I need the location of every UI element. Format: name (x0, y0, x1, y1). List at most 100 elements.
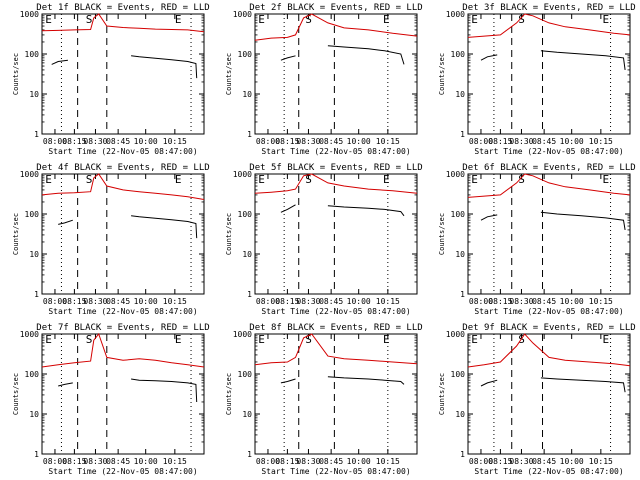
plot-frame (254, 333, 418, 455)
y-tick-label: 10 (455, 250, 465, 259)
lld-series-line (467, 333, 631, 368)
y-tick-label: 10 (455, 90, 465, 99)
y-tick-label: 100 (25, 50, 40, 59)
events-series-line (480, 211, 626, 230)
y-axis-label: Counts/sec (225, 213, 233, 255)
y-axis-label: Counts/sec (12, 53, 20, 95)
y-tick-label: 100 (25, 210, 40, 219)
y-tick-label: 100 (451, 50, 466, 59)
y-tick-label: 10 (242, 90, 252, 99)
x-tick-label: 08:45 (532, 297, 556, 306)
y-axis-label: Counts/sec (438, 373, 446, 415)
e-marker: E (383, 173, 390, 186)
y-tick-label: 1000 (446, 330, 465, 339)
e-marker: E (383, 333, 390, 346)
x-tick-label: 10:15 (163, 297, 187, 306)
x-axis-label: Start Time (22-Nov-05 08:47:00) (474, 147, 623, 156)
x-tick-label: 08:30 (296, 457, 320, 466)
y-tick-label: 10 (455, 410, 465, 419)
y-tick-label: 1000 (233, 330, 252, 339)
x-tick-label: 08:45 (319, 137, 343, 146)
lld-series-line (467, 13, 631, 38)
y-tick-label: 1000 (446, 170, 465, 179)
plot-frame (467, 13, 631, 135)
x-tick-label: 08:30 (296, 297, 320, 306)
detector-panel-2: Det 2f BLACK = Events, RED = LLD 1 10 100 10… (225, 3, 423, 156)
x-axis-label: Start Time (22-Nov-05 08:47:00) (48, 147, 197, 156)
e-marker: E (602, 13, 609, 26)
x-tick-label: 08:15 (62, 137, 86, 146)
plot-frame (254, 173, 418, 295)
x-tick-label: 08:15 (62, 297, 86, 306)
x-tick-label: 10:00 (134, 457, 158, 466)
events-series-line (58, 378, 198, 403)
x-tick-label: 08:30 (509, 297, 533, 306)
events-series-line (51, 55, 198, 79)
panel-title: Det 4f BLACK = Events, RED = LLD (36, 163, 209, 173)
detector-panel-9: Det 9f BLACK = Events, RED = LLD 1 10 100 10… (438, 323, 636, 476)
x-tick-label: 10:00 (347, 457, 371, 466)
x-tick-label: 10:15 (376, 457, 400, 466)
x-tick-label: 08:30 (83, 137, 107, 146)
x-tick-label: 08:00 (469, 457, 493, 466)
y-tick-label: 100 (25, 370, 40, 379)
y-tick-label: 1 (460, 450, 465, 459)
s-marker: S (86, 173, 93, 186)
x-tick-label: 08:45 (106, 457, 130, 466)
y-axis-label: Counts/sec (225, 373, 233, 415)
y-tick-label: 10 (29, 410, 39, 419)
detector-panel-1: Det 1f BLACK = Events, RED = LLD 1 10 100 10… (12, 3, 210, 156)
x-tick-label: 08:30 (509, 457, 533, 466)
e-marker: E (175, 13, 182, 26)
x-tick-label: 08:15 (275, 297, 299, 306)
lld-series-line (254, 13, 418, 41)
x-tick-label: 10:15 (589, 137, 613, 146)
x-axis-label: Start Time (22-Nov-05 08:47:00) (474, 467, 623, 476)
e-marker: E (471, 173, 478, 186)
x-tick-label: 08:45 (532, 137, 556, 146)
x-tick-label: 08:45 (319, 457, 343, 466)
lld-series-line (254, 173, 418, 194)
x-tick-label: 08:30 (509, 137, 533, 146)
e-marker: E (258, 13, 265, 26)
e-marker: E (45, 13, 52, 26)
x-axis-label: Start Time (22-Nov-05 08:47:00) (261, 467, 410, 476)
x-tick-label: 08:15 (488, 297, 512, 306)
y-tick-label: 1 (247, 130, 252, 139)
lld-series-line (467, 173, 631, 198)
x-tick-label: 08:15 (488, 457, 512, 466)
plot-frame (41, 173, 205, 295)
detector-panel-6: Det 6f BLACK = Events, RED = LLD 1 10 100 10… (438, 163, 636, 316)
s-marker: S (518, 13, 525, 26)
x-axis-label: Start Time (22-Nov-05 08:47:00) (261, 307, 410, 316)
detector-panel-4: Det 4f BLACK = Events, RED = LLD 1 10 100 10… (12, 163, 210, 316)
x-tick-label: 08:00 (256, 457, 280, 466)
panel-title: Det 5f BLACK = Events, RED = LLD (249, 163, 422, 173)
x-tick-label: 10:15 (589, 457, 613, 466)
x-tick-label: 08:45 (319, 297, 343, 306)
x-tick-label: 08:45 (106, 297, 130, 306)
y-tick-label: 10 (242, 410, 252, 419)
y-tick-label: 1 (247, 450, 252, 459)
e-marker: E (45, 173, 52, 186)
y-tick-label: 100 (451, 210, 466, 219)
y-tick-label: 1000 (20, 330, 39, 339)
events-series-line (480, 377, 626, 393)
e-marker: E (602, 333, 609, 346)
x-axis-label: Start Time (22-Nov-05 08:47:00) (261, 147, 410, 156)
y-tick-label: 1 (34, 130, 39, 139)
x-tick-label: 08:30 (83, 457, 107, 466)
y-axis-label: Counts/sec (225, 53, 233, 95)
x-tick-label: 10:15 (376, 137, 400, 146)
events-series-line (280, 204, 405, 217)
x-axis-label: Start Time (22-Nov-05 08:47:00) (48, 307, 197, 316)
y-tick-label: 100 (451, 370, 466, 379)
events-series-line (280, 45, 405, 65)
x-tick-label: 10:00 (134, 137, 158, 146)
lld-series-line (41, 173, 205, 200)
x-tick-label: 10:15 (589, 297, 613, 306)
e-marker: E (383, 13, 390, 26)
y-tick-label: 1000 (233, 10, 252, 19)
x-tick-label: 08:15 (62, 457, 86, 466)
detector-panel-8: Det 8f BLACK = Events, RED = LLD 1 10 100 10… (225, 323, 423, 476)
